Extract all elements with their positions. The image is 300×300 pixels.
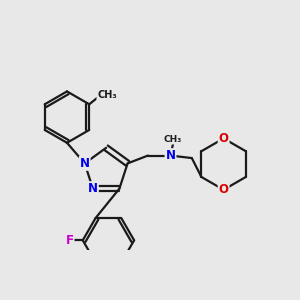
Text: O: O (219, 183, 229, 196)
Text: CH₃: CH₃ (97, 91, 117, 100)
Text: N: N (166, 149, 176, 162)
Text: O: O (219, 132, 229, 145)
Text: F: F (66, 234, 74, 247)
Text: N: N (80, 157, 90, 170)
Text: CH₃: CH₃ (164, 135, 182, 144)
Text: N: N (88, 182, 98, 195)
